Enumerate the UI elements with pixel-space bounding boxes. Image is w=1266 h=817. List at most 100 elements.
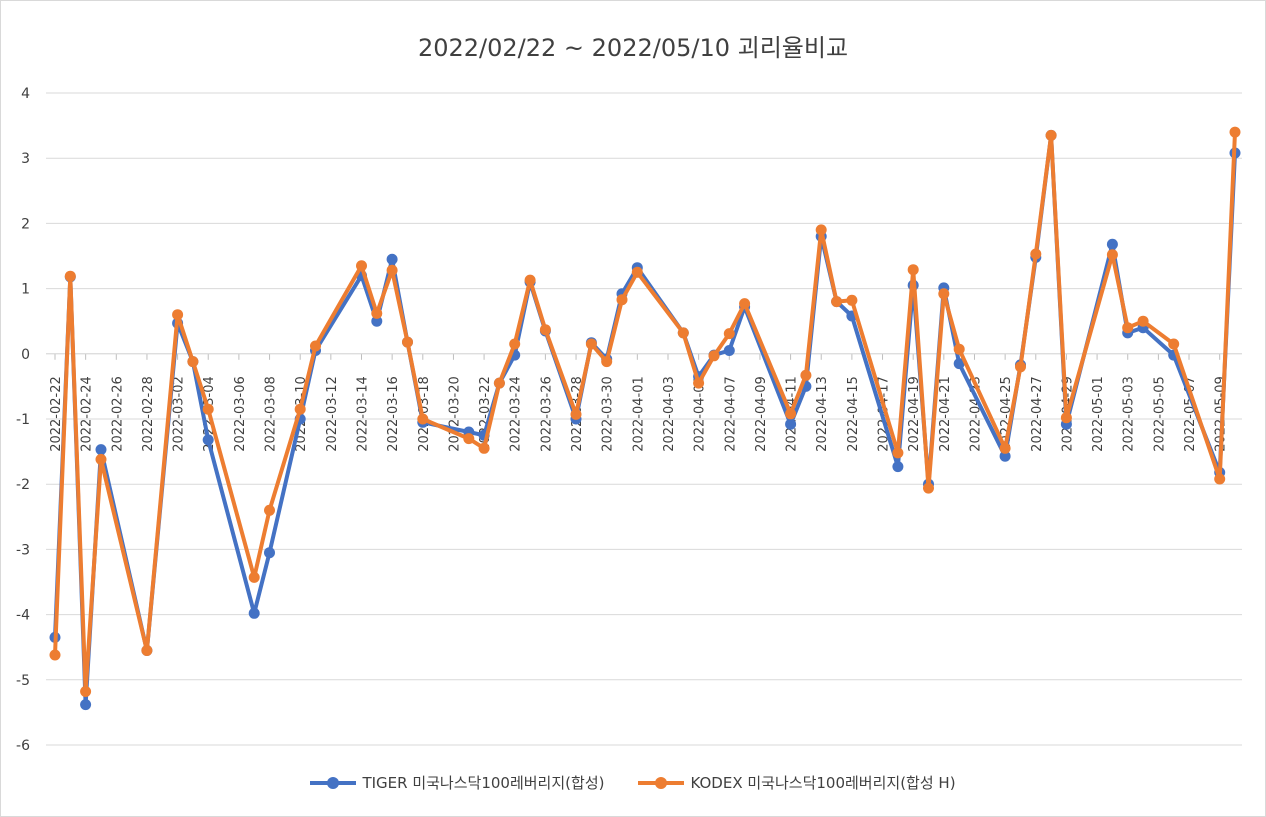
legend-item-1: KODEX 미국나스닥100레버리지(합성 H) — [638, 772, 956, 793]
data-point — [1122, 322, 1134, 334]
data-point — [616, 294, 628, 306]
legend-label: TIGER 미국나스닥100레버리지(합성) — [362, 774, 605, 792]
data-point — [80, 699, 92, 711]
data-point — [907, 264, 919, 276]
legend-marker — [327, 776, 340, 789]
y-tick-label: -4 — [16, 608, 30, 624]
data-point — [371, 307, 383, 319]
data-point — [248, 571, 260, 583]
x-tick-label: 2022-04-21 — [938, 376, 953, 452]
x-tick-label: 2022-05-03 — [1122, 376, 1137, 452]
data-point — [264, 547, 275, 559]
data-point — [953, 343, 965, 355]
y-tick-label: 3 — [21, 151, 30, 167]
y-tick-label: -3 — [16, 542, 30, 558]
x-tick-label: 2022-02-22 — [49, 376, 64, 452]
data-point — [999, 450, 1011, 462]
y-tick-label: 1 — [21, 282, 30, 298]
data-point — [723, 328, 735, 340]
legend: TIGER 미국나스닥100레버리지(합성) KODEX 미국나스닥100레버리지… — [0, 772, 1266, 793]
data-point — [677, 327, 689, 339]
x-tick-label: 2022-04-13 — [815, 376, 830, 452]
data-point — [202, 403, 214, 415]
y-tick-label: 0 — [21, 347, 30, 363]
series-group — [49, 126, 1241, 711]
x-tick-label: 2022-04-27 — [1030, 376, 1045, 452]
x-tick-label: 2022-04-01 — [631, 376, 646, 452]
data-point — [294, 403, 306, 415]
data-point — [493, 377, 505, 389]
data-point — [831, 296, 843, 308]
x-tick-label: 2022-03-02 — [172, 376, 187, 452]
data-point — [1106, 249, 1118, 261]
x-tick-label: 2022-05-07 — [1183, 376, 1198, 452]
data-point — [1045, 129, 1057, 141]
x-tick-label: 2022-05-05 — [1152, 376, 1167, 452]
x-tick-label: 2022-03-30 — [601, 376, 616, 452]
x-tick-label: 2022-04-09 — [754, 376, 769, 452]
x-tick-label: 2022-04-19 — [907, 376, 922, 452]
data-point — [723, 345, 735, 356]
data-point — [386, 264, 398, 276]
data-point — [892, 461, 904, 473]
x-tick-label: 2022-02-28 — [141, 376, 156, 452]
legend-label: KODEX 미국나스닥100레버리지(합성 H) — [690, 774, 956, 792]
data-point — [846, 294, 858, 306]
data-point — [1106, 238, 1118, 250]
x-tick-label: 2022-03-08 — [264, 376, 279, 452]
data-point — [892, 447, 904, 459]
x-tick-label: 2022-04-07 — [723, 376, 738, 452]
data-point — [95, 453, 107, 465]
data-point — [1137, 315, 1149, 327]
data-point — [785, 408, 797, 420]
data-point — [785, 418, 797, 430]
y-tick-label: 4 — [21, 86, 30, 102]
y-tick-label: -2 — [16, 477, 30, 493]
chart-title: 2022/02/22 ~ 2022/05/10 괴리율비교 — [417, 34, 849, 62]
data-point — [631, 266, 643, 278]
data-point — [95, 444, 107, 456]
data-point — [172, 309, 184, 321]
data-point — [1229, 126, 1241, 138]
data-point — [693, 377, 705, 389]
y-tick-label: 2 — [21, 216, 30, 232]
y-tick-label: -1 — [16, 412, 30, 428]
data-point — [1214, 473, 1226, 485]
data-point — [478, 442, 490, 454]
x-tick-label: 2022-03-12 — [325, 376, 340, 452]
data-point — [1060, 412, 1072, 424]
data-point — [202, 434, 214, 446]
data-point — [708, 350, 720, 362]
data-point — [402, 336, 413, 348]
data-point — [1030, 248, 1042, 260]
data-point — [310, 340, 321, 352]
x-tick-label: 2022-05-01 — [1091, 376, 1106, 452]
x-tick-label: 2022-03-26 — [539, 376, 554, 452]
x-tick-label: 2022-02-24 — [80, 376, 95, 452]
data-point — [570, 408, 582, 420]
y-tick-label: -6 — [16, 738, 30, 754]
data-point — [371, 315, 383, 327]
series-line-1 — [53, 132, 1237, 694]
data-point — [739, 298, 751, 310]
data-point — [539, 324, 551, 336]
data-point — [1168, 338, 1180, 350]
data-point — [999, 442, 1011, 454]
data-point — [80, 686, 92, 697]
x-tick-label: 2022-03-20 — [447, 376, 462, 452]
data-point — [64, 270, 76, 282]
data-point — [264, 504, 275, 516]
x-tick-label: 2022-04-03 — [662, 376, 677, 452]
data-point — [49, 649, 61, 661]
data-point — [187, 356, 199, 368]
data-point — [923, 482, 934, 494]
data-point — [417, 413, 429, 425]
data-point — [356, 260, 367, 272]
data-point — [463, 433, 475, 445]
x-tick-label: 2022-04-15 — [846, 376, 861, 452]
data-point — [386, 253, 398, 265]
data-point — [248, 607, 260, 619]
x-tick-label: 2022-03-24 — [509, 376, 524, 452]
gridlines — [46, 92, 1242, 746]
